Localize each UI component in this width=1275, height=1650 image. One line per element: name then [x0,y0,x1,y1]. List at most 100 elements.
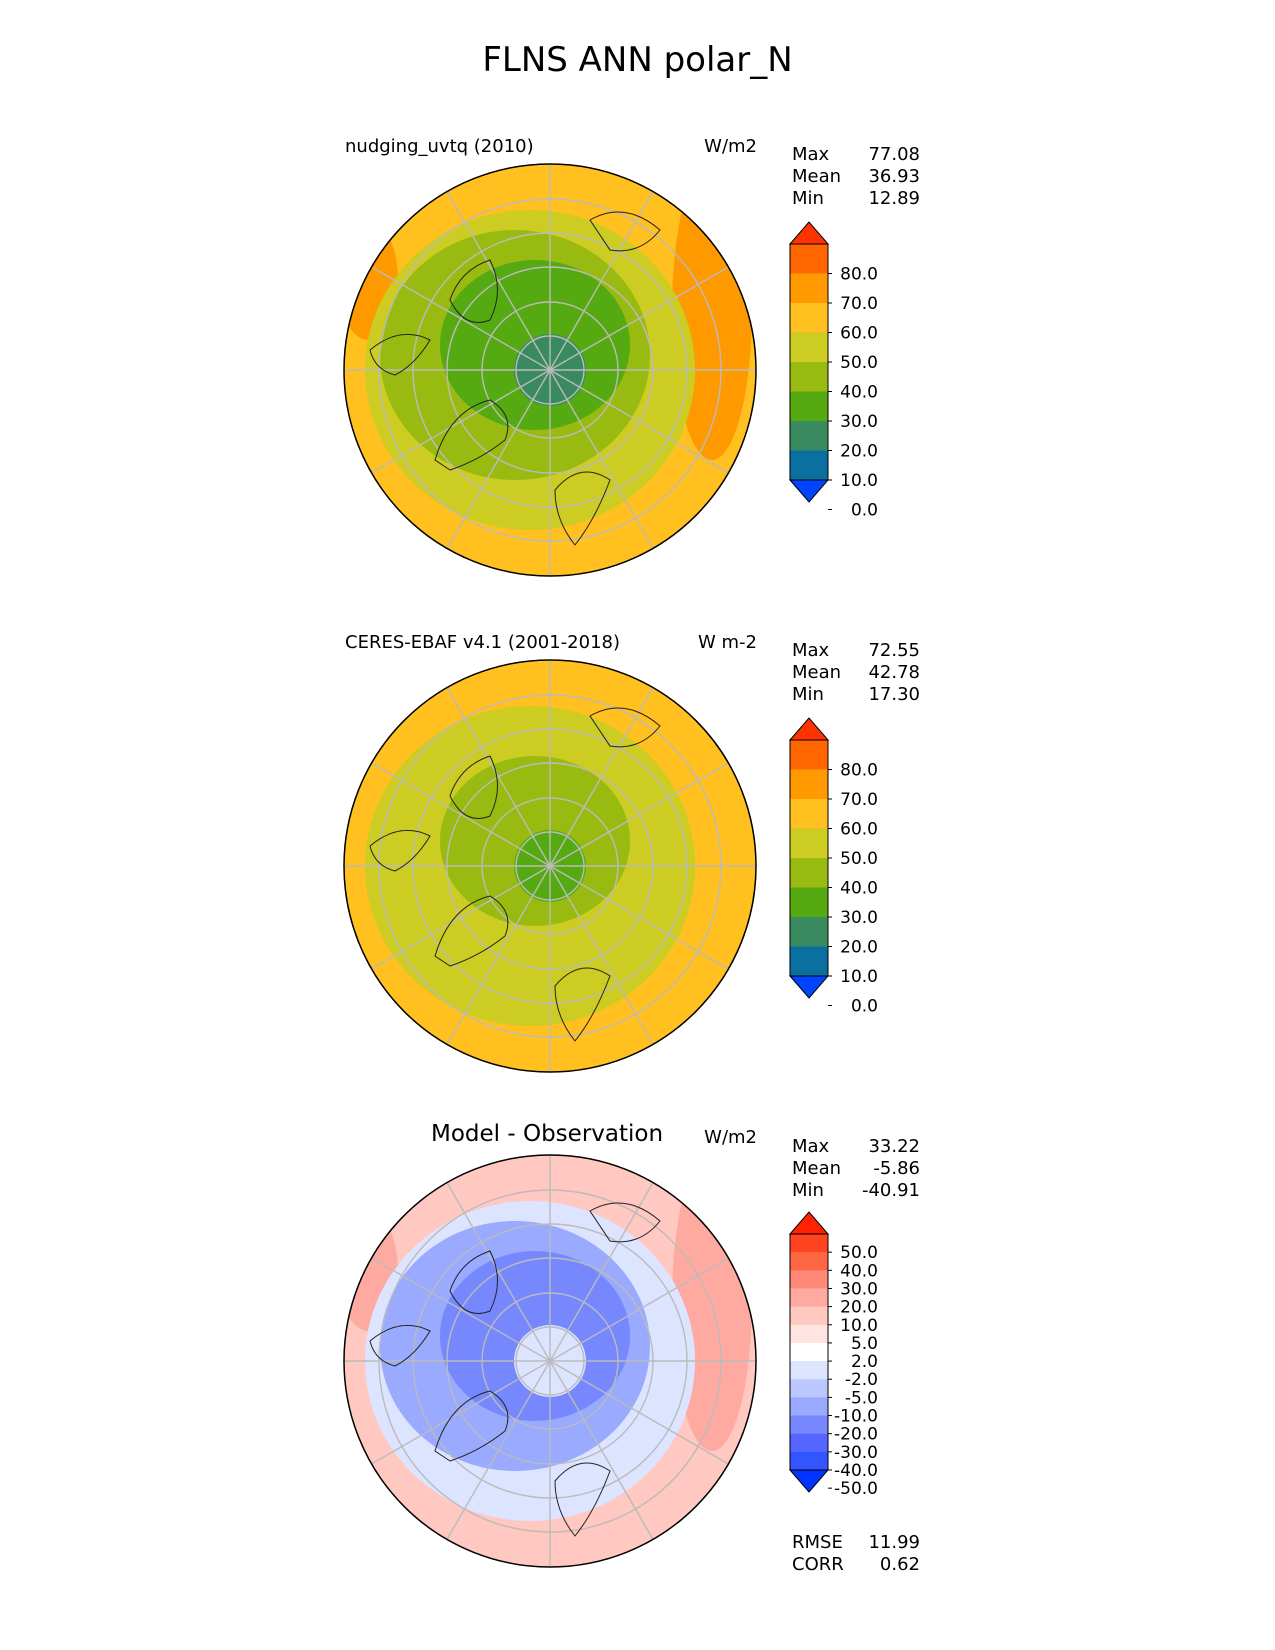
scandinavia-coast [554,471,611,546]
siberia-coast [589,707,661,748]
colorbar-tick-label: 50.0 [840,1243,878,1263]
colorbar-tick-label: 20.0 [840,938,878,958]
summary-label: RMSE [792,1532,843,1553]
meridian-line [549,687,654,867]
colorbar-bin [790,332,828,363]
stat-value: -5.86 [873,1158,920,1179]
colorbar-bin [790,799,828,829]
colorbar-extend-high [788,221,830,245]
meridian-line [549,191,654,371]
meridian-line [446,687,551,867]
alaska-coast [369,1324,431,1367]
colorbar-tick-label: -50.0 [834,1479,878,1499]
colorbar-tick-label: -10.0 [834,1407,878,1427]
archipelago-coast [449,259,498,323]
meridian-line [446,865,551,1045]
panel-1-units: W/m2 [704,136,757,157]
meridian-line [549,762,729,867]
colorbar-bin [790,1324,828,1344]
colorbar-tick-label: 40.0 [840,383,878,403]
meridian-line [549,865,729,970]
stat-value: -40.91 [861,1180,920,1201]
colorbar-tick-label: 60.0 [840,324,878,344]
colorbar-tick-label: 50.0 [840,353,878,373]
meridian-line [371,1257,551,1362]
colorbar-tick-label: 40.0 [840,879,878,899]
colorbar-extend-low [788,975,830,999]
colorbar-extend-high [788,717,830,741]
colorbar-tick-label: 10.0 [840,471,878,491]
colorbar-tick-label: 60.0 [840,820,878,840]
stat-label: Max [792,640,830,661]
scandinavia-coast [554,1462,611,1537]
panel-1-title: nudging_uvtq (2010) [345,136,534,157]
colorbar-tick-label: 2.0 [851,1352,878,1372]
map-border [343,1154,757,1568]
coastlines [369,707,661,1042]
panel-3-units: W/m2 [704,1127,757,1148]
colorbar-tick-label: 70.0 [840,294,878,314]
map-border [343,163,757,577]
siberia-coast [589,1202,661,1243]
colorbar-bin [790,1397,828,1417]
colorbar-tick-label: 30.0 [840,908,878,928]
panel-1-colorbar: 80.0 70.0 60.0 50.0 40.0 30.0 20.0 10.0 0.0 [788,221,878,521]
figure-title: FLNS ANN polar_N [482,40,793,80]
scandinavia-coast [554,967,611,1042]
panel-1-polar-map [343,163,757,577]
colorbar-bin [790,244,828,274]
colorbar-tick-label: 50.0 [840,849,878,869]
colorbar-bin [790,1415,828,1435]
colorbar-tick-label: -5.0 [845,1388,878,1408]
meridian-line [446,369,551,549]
panel-3-stats: Max 33.22 Mean -5.86 Min -40.91 [792,1136,920,1202]
panel-3-polar-map [343,1154,757,1568]
meridian-line [549,1182,654,1362]
greenland-coast [434,1390,509,1462]
map-border [343,659,757,1073]
stat-value: 12.89 [868,188,920,209]
panel-2-units: W m-2 [697,632,757,653]
colorbar-tick-label: 80.0 [840,761,878,781]
colorbar-bin [790,391,828,422]
colorbar-bin [790,273,828,304]
colorbar-tick-label: -20.0 [834,1425,878,1445]
colorbar-bin [790,1252,828,1271]
coastlines [369,211,661,546]
meridian-line [371,266,551,371]
colorbar-bin [790,740,828,770]
colorbar-bin [790,1433,828,1453]
colorbar-tick-label: -40.0 [834,1461,878,1481]
meridian-line [549,865,654,1045]
colorbar-bin [790,769,828,800]
colorbar-bin [790,917,828,947]
panel-2-stats: Max 72.55 Mean 42.78 Min 17.30 [792,640,920,706]
stat-label: Mean [792,662,842,683]
stat-value: 42.78 [868,662,920,683]
stat-label: Min [792,1180,824,1201]
colorbar-tick-label: 40.0 [840,1261,878,1281]
colorbar-bin [790,1342,828,1362]
alaska-coast [369,333,431,376]
graticule [344,1155,756,1567]
stat-label: Min [792,188,824,209]
colorbar-bin [790,450,828,481]
stat-value: 36.93 [868,166,920,187]
panel-1-stats: Max 77.08 Mean 36.93 Min 12.89 [792,144,920,210]
meridian-line [371,1360,551,1465]
colorbar-tick-label: 20.0 [840,442,878,462]
summary-value: 0.62 [879,1554,920,1575]
colorbar-extend-low [788,479,830,503]
stat-label: Mean [792,1158,842,1179]
meridian-line [446,1182,551,1362]
stat-value: 33.22 [868,1136,920,1157]
colorbar-tick-label: 0.0 [851,501,878,521]
stat-label: Max [792,144,830,165]
colorbar-bin [790,1306,828,1326]
colorbar-tick-label: 30.0 [840,412,878,432]
colorbar-frame [789,1233,829,1471]
alaska-coast [369,829,431,872]
panel-2-title: CERES-EBAF v4.1 (2001-2018) [345,632,621,653]
colorbar-bin [790,1288,828,1308]
colorbar-tick-label: 0.0 [851,997,878,1017]
